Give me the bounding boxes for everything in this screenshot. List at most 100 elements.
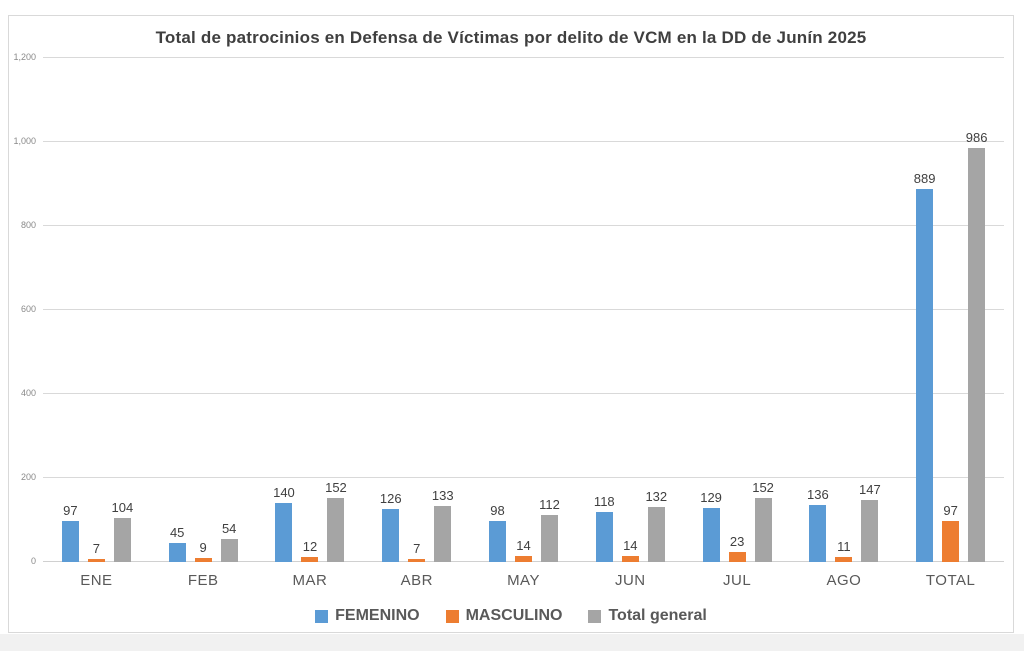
bar-value-label: 147: [859, 482, 881, 498]
gridline-600: 600: [21, 304, 1004, 314]
bar-value-label: 132: [645, 488, 668, 504]
bar-value-label: 98: [490, 502, 505, 518]
bar-femenino-total: 889: [914, 171, 935, 562]
bar-group-total: 889 97 986: [897, 58, 1004, 562]
y-tick-label: 1,000: [13, 136, 36, 146]
x-axis-labels: ENE FEB MAR ABR MAY JUN JUL AGO TOTAL: [43, 562, 1004, 589]
legend-label: Total general: [608, 607, 707, 624]
chart-card: Total de patrocinios en Defensa de Vícti…: [8, 15, 1014, 633]
bar-femenino-may: 98: [489, 503, 507, 562]
x-label-may: MAY: [507, 572, 540, 589]
bar-total-general-jul: 152: [752, 480, 774, 562]
bar-value-label: 889: [913, 170, 936, 186]
bar-value-label: 54: [221, 521, 237, 537]
bar-value-label: 152: [752, 480, 774, 496]
bar-value-label: 12: [302, 538, 318, 554]
x-label-total: TOTAL: [925, 572, 976, 589]
bar-masculino-total: 97: [942, 503, 960, 562]
bar-femenino-jul: 129: [700, 490, 722, 562]
bar-value-label: 9: [199, 540, 207, 556]
bar-masculino-may: 14: [515, 538, 533, 562]
bar-value-label: 14: [516, 538, 531, 554]
bar-femenino-jun: 118: [594, 494, 615, 562]
bar-value-label: 986: [965, 129, 988, 145]
bar-value-label: 118: [593, 494, 615, 510]
bar-femenino-ene: 97: [61, 503, 79, 562]
gridline-200: 200: [21, 472, 1004, 482]
x-label-feb: FEB: [187, 572, 219, 589]
bars-row: 97 7 104 45 9 54 140 12 152 126 7 133 98 14 112 118 14 13…: [43, 58, 1004, 562]
bar-value-label: 129: [700, 489, 722, 505]
legend-swatch-icon: [445, 609, 459, 623]
bar-femenino-abr: 126: [380, 491, 402, 562]
gridline-400: 400: [21, 388, 1004, 398]
gridline-1200: 1,200: [13, 52, 1004, 62]
y-tick-label: 200: [20, 472, 36, 482]
bar-masculino-ago: 11: [835, 539, 853, 562]
bar-masculino-feb: 9: [194, 540, 212, 562]
bar-total-general-total: 986: [966, 130, 987, 562]
bar-value-label: 7: [413, 541, 421, 557]
chart-title: Total de patrocinios en Defensa de Vícti…: [155, 28, 867, 47]
page-bottom-strip: [0, 634, 1024, 651]
legend-item-masculino: MASCULINO: [445, 607, 563, 625]
legend-swatch-icon: [315, 609, 329, 623]
legend-label: MASCULINO: [465, 607, 563, 624]
bar-total-general-jun: 132: [645, 489, 667, 562]
bar-group-abr: 126 7 133: [363, 58, 470, 562]
plot-area: 0 200 400 600 800 1,000 1,200 97 7 104 45 9 54 140 12 1…: [13, 52, 1004, 566]
bar-value-label: 7: [92, 541, 101, 557]
y-tick-label: 400: [20, 388, 36, 398]
bar-masculino-ene: 7: [87, 541, 105, 562]
bar-group-may: 98 14 112: [470, 58, 577, 562]
bar-total-general-ago: 147: [859, 482, 881, 562]
x-label-jul: JUL: [722, 572, 752, 589]
bar-value-label: 23: [729, 534, 745, 550]
bar-value-label: 104: [111, 500, 134, 516]
bar-total-general-mar: 152: [325, 480, 347, 562]
bar-value-label: 97: [943, 503, 958, 519]
bar-total-general-feb: 54: [220, 521, 238, 562]
bar-masculino-abr: 7: [408, 541, 426, 562]
bar-group-jun: 118 14 132: [577, 58, 684, 562]
y-tick-label: 1,200: [13, 52, 36, 62]
legend-swatch-icon: [588, 609, 602, 623]
bar-value-label: 136: [807, 486, 829, 502]
x-label-ene: ENE: [80, 572, 113, 589]
bar-masculino-jun: 14: [621, 538, 639, 562]
x-label-jun: JUN: [614, 572, 646, 589]
legend-item-total-general: Total general: [588, 607, 707, 625]
bar-value-label: 133: [431, 488, 454, 504]
bar-value-label: 126: [379, 491, 402, 507]
bar-value-label: 11: [837, 539, 851, 555]
y-tick-label: 0: [30, 556, 36, 566]
bar-group-mar: 140 12 152: [257, 58, 364, 562]
bar-femenino-ago: 136: [807, 487, 829, 562]
gridline-1000: 1,000: [13, 136, 1004, 146]
y-tick-label: 800: [20, 220, 36, 230]
bar-value-label: 14: [623, 538, 638, 554]
legend: FEMENINO MASCULINO Total general: [9, 607, 1013, 625]
bar-masculino-mar: 12: [301, 539, 319, 562]
bar-group-jul: 129 23 152: [684, 58, 791, 562]
bar-total-general-abr: 133: [432, 488, 454, 562]
legend-label: FEMENINO: [335, 607, 420, 624]
x-label-mar: MAR: [292, 572, 328, 589]
bar-femenino-mar: 140: [273, 485, 295, 562]
bar-total-general-may: 112: [539, 497, 560, 562]
bar-masculino-jul: 23: [728, 534, 746, 562]
bar-value-label: 152: [325, 480, 347, 496]
x-label-abr: ABR: [400, 572, 433, 589]
bar-value-label: 45: [169, 525, 185, 541]
bar-group-ene: 97 7 104: [43, 58, 150, 562]
legend-item-femenino: FEMENINO: [315, 607, 420, 625]
bar-value-label: 140: [273, 485, 295, 501]
bar-group-ago: 136 11 147: [790, 58, 897, 562]
y-tick-label: 600: [20, 304, 36, 314]
bar-femenino-feb: 45: [168, 525, 186, 562]
gridline-800: 800: [21, 220, 1004, 230]
bar-group-feb: 45 9 54: [150, 58, 257, 562]
x-label-ago: AGO: [826, 572, 862, 589]
bar-total-general-ene: 104: [112, 500, 133, 562]
